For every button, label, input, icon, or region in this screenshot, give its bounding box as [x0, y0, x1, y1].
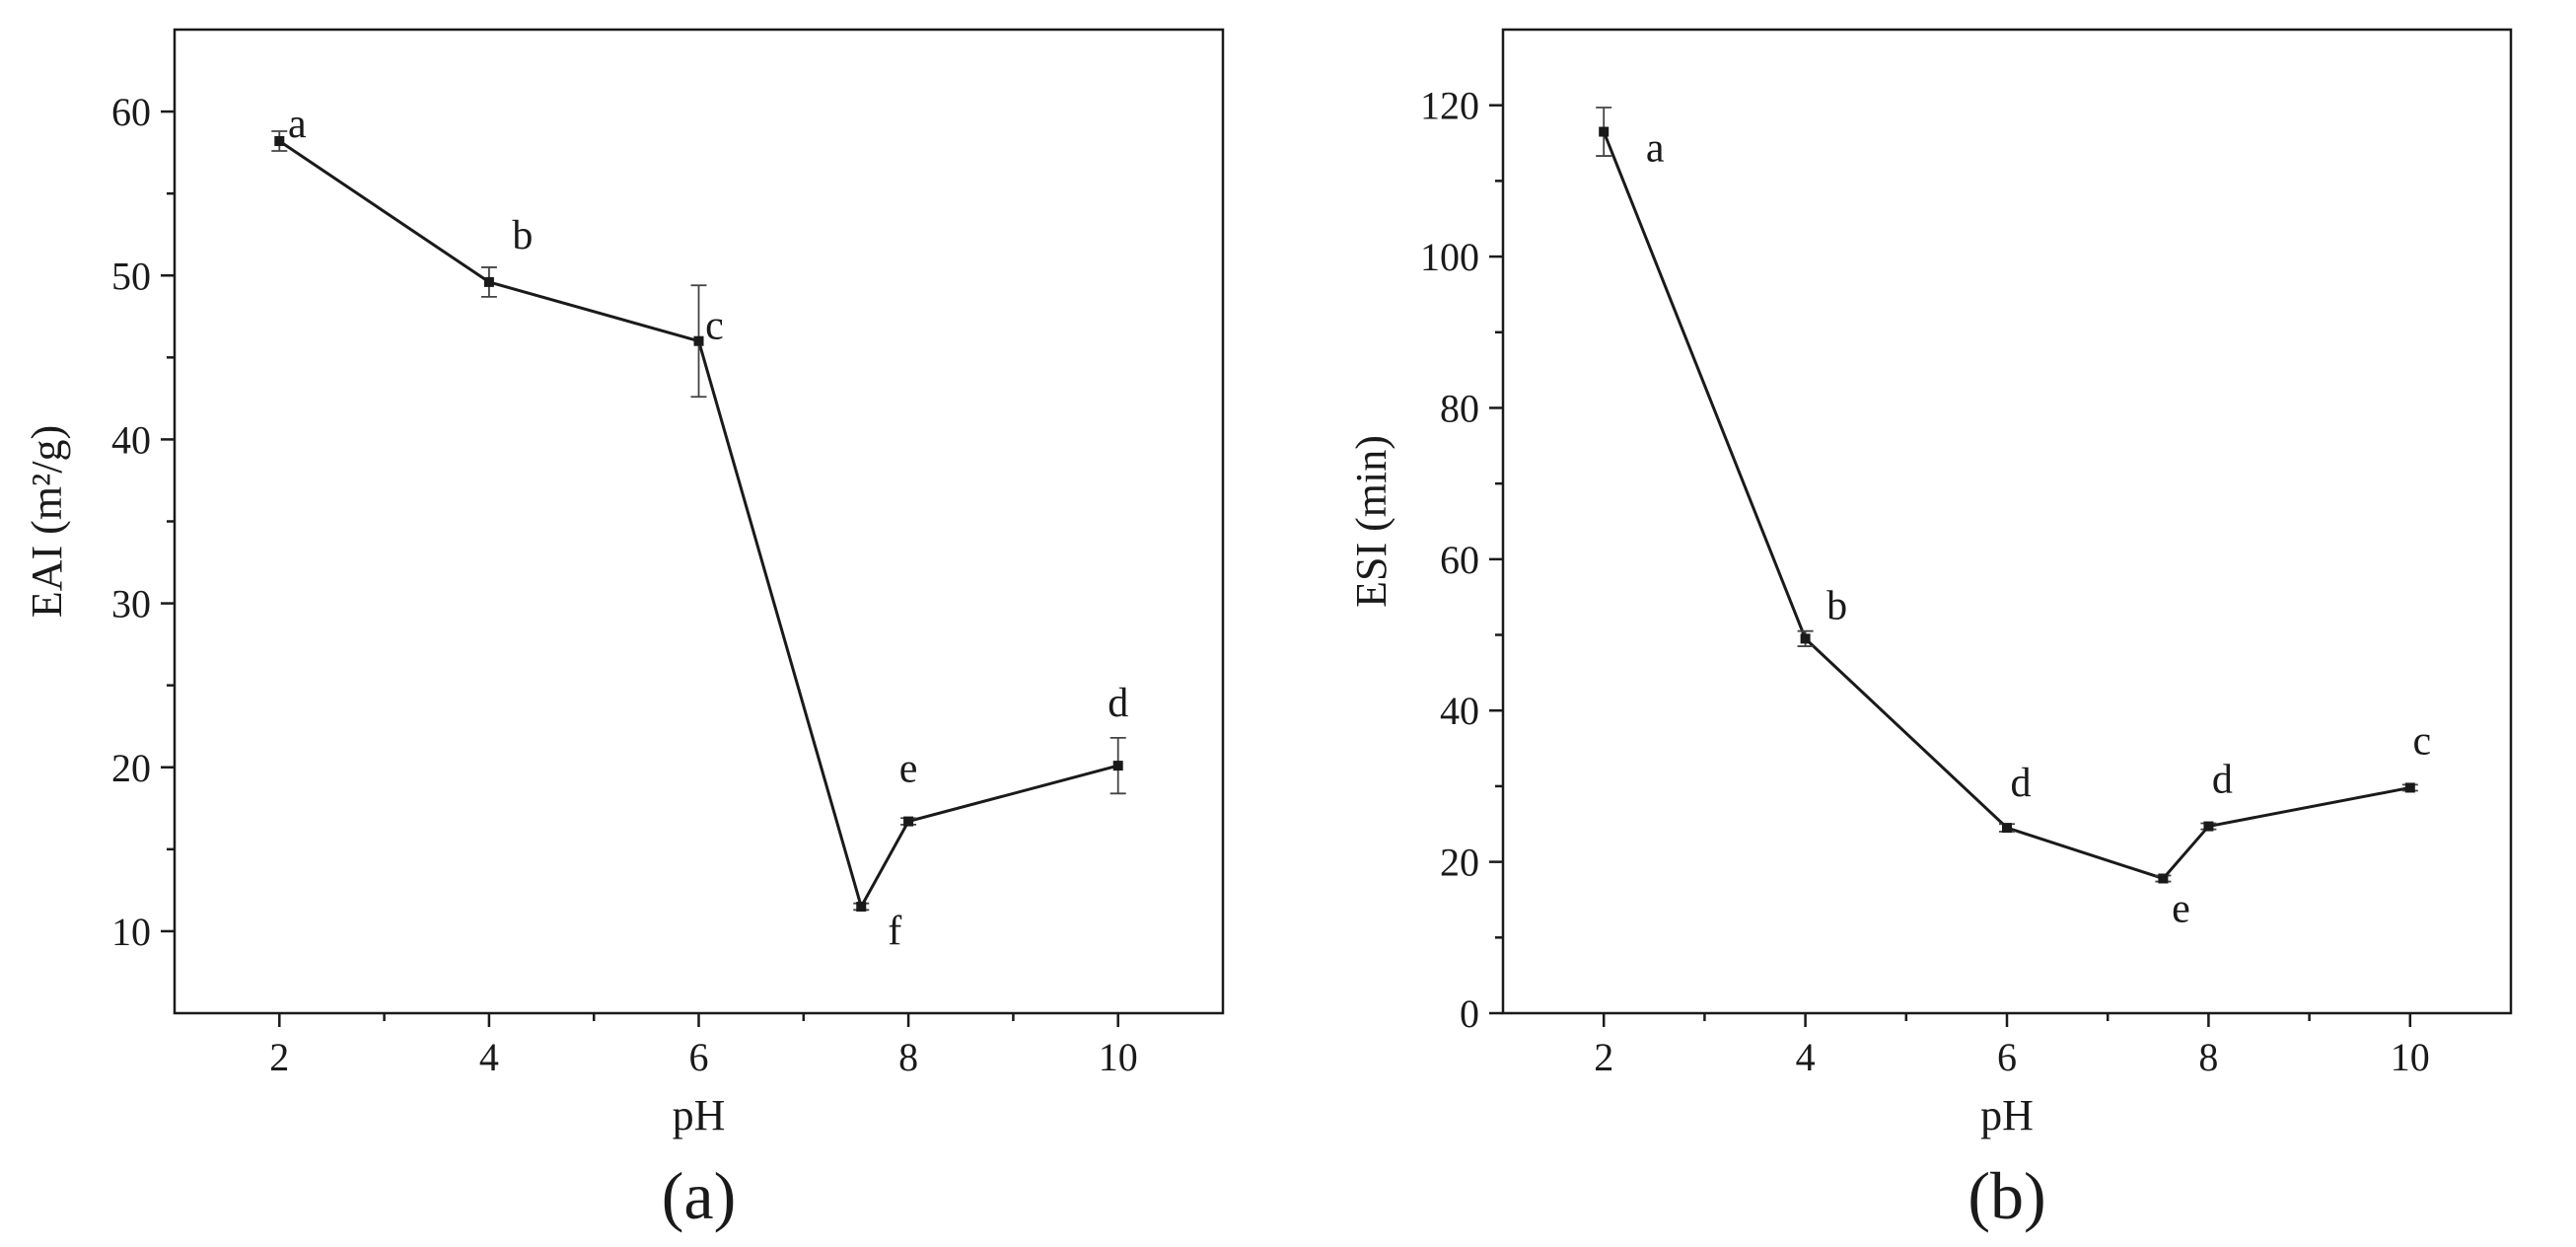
x-tick-label: 8 [898, 1035, 918, 1079]
y-tick-label: 100 [1420, 235, 1479, 279]
panel-label: (b) [1968, 1158, 2045, 1233]
significance-letter: d [2212, 758, 2233, 803]
series-line [278, 139, 1119, 911]
data-point [274, 135, 285, 146]
significance-letter: b [1826, 583, 1847, 628]
y-tick-label: 60 [111, 90, 151, 134]
x-tick-label: 10 [2391, 1035, 2430, 1079]
x-tick-label: 2 [269, 1035, 289, 1079]
x-tick-label: 6 [689, 1035, 709, 1079]
data-point [693, 335, 704, 346]
y-tick-label: 40 [1440, 689, 1479, 733]
significance-letter: f [888, 909, 901, 954]
significance-letter: c [2412, 718, 2431, 764]
y-tick-label: 80 [1440, 386, 1479, 430]
plot-frame [1501, 28, 2513, 1015]
data-point [2203, 821, 2214, 832]
x-tick-label: 10 [1099, 1035, 1138, 1079]
y-axis-label: EAI (m²/g) [23, 425, 71, 618]
y-tick-label: 30 [111, 582, 151, 626]
significance-letter: d [2011, 761, 2032, 806]
data-point [2002, 823, 2012, 834]
significance-letter: b [512, 213, 533, 258]
significance-letter: c [705, 304, 724, 349]
x-axis-label: pH [1980, 1091, 2034, 1139]
significance-letter: a [288, 102, 307, 147]
y-tick-label: 10 [111, 910, 151, 954]
y-tick-label: 20 [111, 746, 151, 790]
significance-letter: e [899, 747, 918, 792]
significance-letter: d [1108, 681, 1128, 726]
data-point [1800, 633, 1811, 644]
x-tick-label: 6 [1997, 1035, 2017, 1079]
y-tick-label: 0 [1460, 991, 1479, 1036]
data-point [1112, 761, 1123, 771]
data-point [2158, 873, 2169, 884]
x-tick-label: 4 [1796, 1035, 1816, 1079]
panel-label: (a) [662, 1158, 736, 1233]
y-tick-label: 20 [1440, 841, 1479, 885]
significance-letter: e [2172, 886, 2190, 931]
y-tick-label: 40 [111, 417, 151, 462]
x-tick-label: 4 [479, 1035, 499, 1079]
data-point [483, 276, 494, 287]
y-tick-label: 120 [1420, 84, 1479, 128]
y-tick-label: 60 [1440, 538, 1479, 582]
x-axis-label: pH [673, 1091, 726, 1139]
data-point [856, 901, 867, 912]
data-point [2404, 782, 2415, 793]
x-tick-label: 2 [1594, 1035, 1613, 1079]
significance-letter: a [1646, 126, 1665, 172]
data-point [1599, 126, 1610, 137]
data-point [903, 816, 914, 827]
x-tick-label: 8 [2198, 1035, 2218, 1079]
y-tick-label: 50 [111, 254, 151, 298]
y-axis-label: ESI (min) [1347, 435, 1395, 608]
series-line [1602, 130, 2411, 881]
chart-a-eai: 2 4 6 8 10 10 20 30 40 50 60 pH EAI (m²/g) (a) a b c f e d [23, 28, 1225, 1233]
